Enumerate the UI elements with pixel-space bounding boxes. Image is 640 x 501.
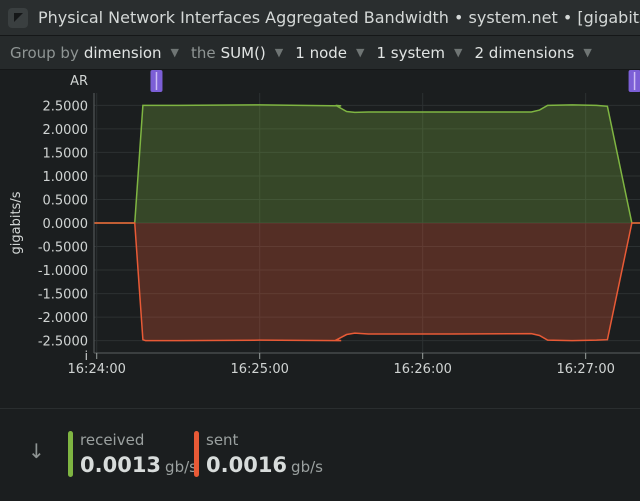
x-tick-label: 16:26:00 — [393, 362, 451, 377]
group-by-dropdown[interactable]: Group by dimension ▼ — [10, 44, 179, 62]
legend-item-sent[interactable]: sent 0.0016 gb/s — [194, 431, 323, 477]
nodes-count: 1 node — [295, 43, 348, 62]
y-tick-label: 2.5000 — [43, 99, 89, 114]
y-tick-label: 0.5000 — [43, 193, 89, 208]
chevron-down-icon: ▼ — [454, 46, 463, 59]
y-axis-top-label: AR — [70, 74, 88, 89]
chart-title-bar: Physical Network Interfaces Aggregated B… — [0, 0, 640, 36]
y-tick-label: 0.0000 — [43, 217, 89, 232]
legend-unit-sent: gb/s — [291, 458, 323, 476]
chart-title: Physical Network Interfaces Aggregated B… — [38, 8, 640, 27]
bandwidth-chart[interactable]: 2.5000 2.0000 1.5000 1.0000 0.5000 0.0000 -0.5… — [0, 70, 640, 408]
y-tick-label: 2.0000 — [43, 123, 89, 138]
series-line-received — [94, 104, 640, 224]
y-tick-label: 1.5000 — [43, 146, 89, 161]
dimensions-count: 2 dimensions — [474, 43, 575, 62]
y-axis-title: gigabits/s — [9, 191, 24, 254]
legend-color-sent — [194, 431, 199, 477]
chart-legend: ↓ received 0.0013 gb/s sent 0.0016 gb/s — [0, 408, 640, 501]
legend-name-sent: sent — [206, 431, 239, 449]
y-tick-label: -1.5000 — [38, 288, 88, 303]
legend-item-received[interactable]: received 0.0013 gb/s — [68, 431, 197, 477]
legend-color-received — [68, 431, 73, 477]
systems-dropdown[interactable]: 1 system ▼ — [376, 44, 462, 62]
y-tick-label: -0.5000 — [38, 241, 88, 256]
y-tick-label: -2.0000 — [38, 311, 88, 326]
systems-count: 1 system — [376, 43, 446, 62]
y-tick-label: -1.0000 — [38, 264, 88, 279]
series-area-sent — [94, 223, 640, 341]
chart-controls: Group by dimension ▼ the SUM() ▼ 1 node … — [0, 36, 640, 70]
nodes-dropdown[interactable]: 1 node ▼ — [295, 44, 364, 62]
x-tick-label: 16:27:00 — [556, 362, 614, 377]
y-axis-bottom-label: i — [85, 349, 88, 363]
legend-value-sent: 0.0016 — [206, 453, 288, 477]
dimensions-dropdown[interactable]: 2 dimensions ▼ — [475, 44, 592, 62]
aggregation-label: the — [191, 43, 216, 62]
legend-name-received: received — [80, 431, 145, 449]
y-tick-label: -2.5000 — [38, 335, 88, 350]
group-by-value: dimension — [83, 43, 162, 62]
x-tick-label: 16:24:00 — [68, 362, 126, 377]
group-by-label: Group by — [10, 43, 79, 62]
aggregation-dropdown[interactable]: the SUM() ▼ — [191, 44, 283, 62]
aggregation-value: SUM() — [220, 43, 266, 62]
y-tick-label: 1.0000 — [43, 170, 89, 185]
chevron-down-icon: ▼ — [170, 46, 180, 59]
series-area-received — [94, 104, 640, 223]
chevron-down-icon: ▼ — [356, 46, 365, 59]
series-line-sent — [94, 222, 640, 342]
legend-value-received: 0.0013 — [80, 453, 162, 477]
arrow-down-icon[interactable]: ↓ — [28, 439, 45, 463]
chevron-down-icon: ▼ — [274, 46, 284, 59]
x-tick-label: 16:25:00 — [231, 362, 289, 377]
netdata-logo-icon — [8, 7, 28, 28]
chevron-down-icon: ▼ — [583, 46, 592, 59]
legend-unit-received: gb/s — [165, 458, 197, 476]
